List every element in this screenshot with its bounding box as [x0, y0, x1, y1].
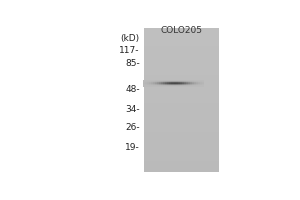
Text: 117-: 117-: [119, 46, 140, 55]
Bar: [145, 85, 219, 89]
Bar: [145, 132, 219, 136]
Bar: [145, 100, 219, 103]
Bar: [145, 93, 219, 96]
Bar: [145, 28, 219, 172]
Bar: [145, 31, 219, 35]
Bar: [145, 60, 219, 64]
Bar: [145, 150, 219, 154]
Bar: [145, 71, 219, 75]
Bar: [145, 49, 219, 53]
Text: 85-: 85-: [125, 59, 140, 68]
Bar: [145, 161, 219, 165]
Bar: [145, 136, 219, 139]
Bar: [145, 89, 219, 93]
Bar: [145, 121, 219, 125]
Bar: [145, 67, 219, 71]
Text: COLO205: COLO205: [161, 26, 203, 35]
Text: 48-: 48-: [125, 85, 140, 94]
Bar: [145, 82, 219, 85]
Bar: [145, 143, 219, 147]
Bar: [145, 42, 219, 46]
Bar: [145, 35, 219, 39]
Bar: [145, 114, 219, 118]
Text: 34-: 34-: [125, 105, 140, 114]
Bar: [145, 64, 219, 67]
Bar: [145, 39, 219, 42]
Bar: [145, 157, 219, 161]
Bar: [145, 165, 219, 168]
Text: 19-: 19-: [125, 143, 140, 152]
Text: (kD): (kD): [121, 34, 140, 43]
Bar: [145, 75, 219, 78]
Bar: [145, 125, 219, 129]
Bar: [145, 103, 219, 107]
Bar: [145, 139, 219, 143]
Bar: [145, 147, 219, 150]
Bar: [145, 154, 219, 157]
Bar: [145, 28, 219, 31]
Bar: [145, 129, 219, 132]
Bar: [145, 53, 219, 57]
Bar: [145, 118, 219, 121]
Bar: [145, 111, 219, 114]
Bar: [145, 96, 219, 100]
Bar: [145, 107, 219, 111]
Bar: [145, 46, 219, 49]
Text: 26-: 26-: [125, 123, 140, 132]
Bar: [145, 57, 219, 60]
Bar: [145, 78, 219, 82]
Bar: [145, 168, 219, 172]
